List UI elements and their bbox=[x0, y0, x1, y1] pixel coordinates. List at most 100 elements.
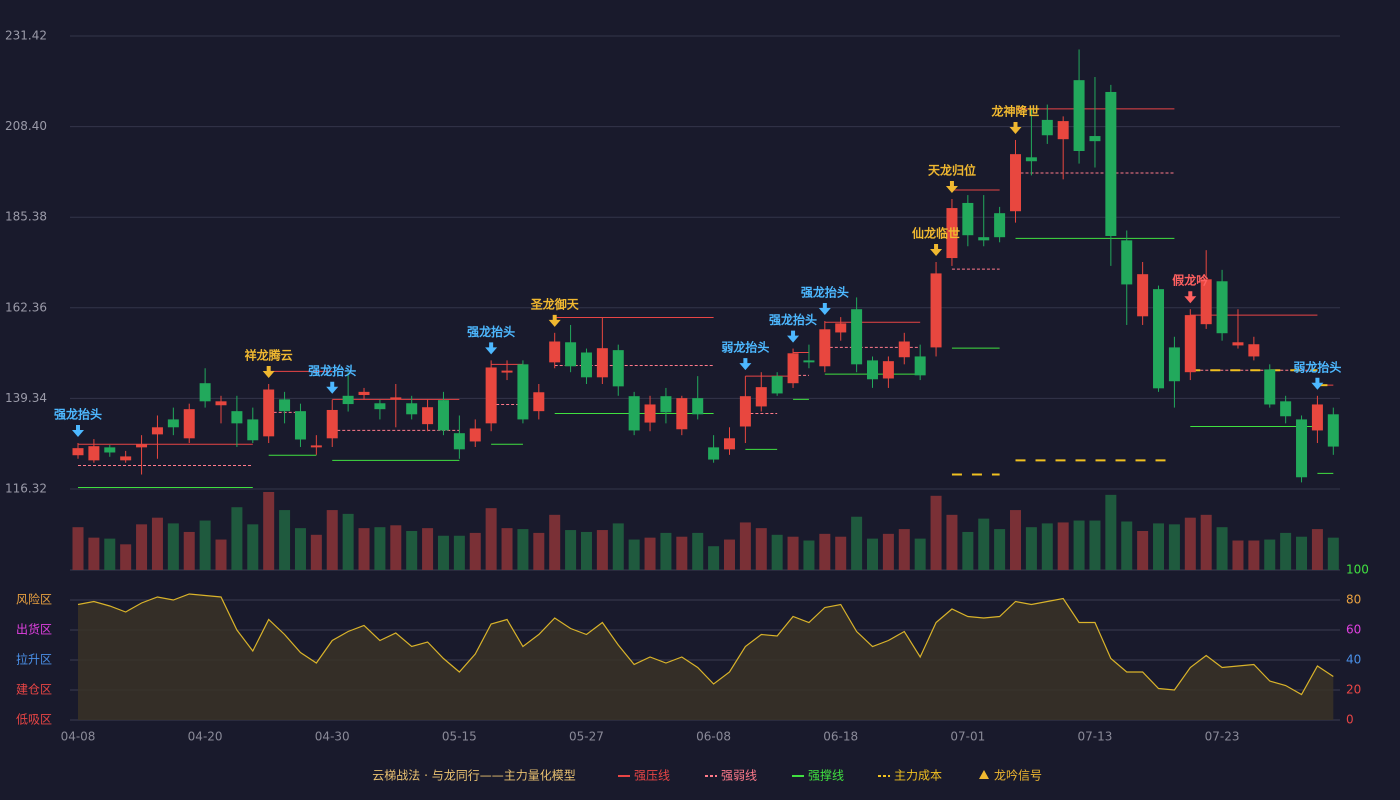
y2-tick-label: 40 bbox=[1346, 653, 1361, 667]
volume-bar bbox=[199, 520, 211, 570]
candle-body bbox=[835, 323, 847, 333]
volume-bar bbox=[580, 531, 592, 570]
volume-bar bbox=[422, 528, 434, 570]
x-tick-label: 07-01 bbox=[950, 730, 985, 744]
legend-label: 龙吟信号 bbox=[994, 768, 1042, 783]
candle-body bbox=[1296, 419, 1308, 478]
volume-bar bbox=[1153, 523, 1165, 570]
signal-arrow bbox=[818, 303, 831, 316]
volume-bar bbox=[1248, 540, 1260, 570]
candle-body bbox=[104, 447, 116, 453]
volume-bar bbox=[294, 528, 306, 570]
candle-body bbox=[437, 400, 449, 431]
legend-title: 云梯战法 · 与龙同行——主力量化模型 bbox=[372, 769, 575, 783]
y-tick-label: 162.36 bbox=[5, 300, 47, 314]
x-tick-label: 06-18 bbox=[823, 730, 858, 744]
candle-body bbox=[628, 396, 640, 431]
candle-body bbox=[708, 447, 720, 460]
signal-label: 龙神降世 bbox=[992, 103, 1040, 118]
volume-bar bbox=[946, 514, 958, 570]
candle-body bbox=[310, 445, 322, 448]
candle-body bbox=[676, 398, 688, 430]
candle-body bbox=[1121, 240, 1133, 285]
signal-arrow bbox=[326, 381, 339, 394]
candle-body bbox=[803, 360, 815, 363]
candle-body bbox=[215, 401, 227, 406]
volume-bar bbox=[771, 534, 783, 570]
volume-bar bbox=[453, 535, 465, 570]
signal-label: 强龙抬头 bbox=[54, 407, 102, 422]
x-tick-label: 04-20 bbox=[188, 730, 223, 744]
volume-bar bbox=[136, 524, 148, 570]
signal-label: 圣龙御天 bbox=[530, 296, 580, 311]
candle-body bbox=[1010, 154, 1022, 212]
signal-label: 弱龙抬头 bbox=[721, 340, 769, 355]
y-tick-label: 208.40 bbox=[5, 119, 47, 133]
candle-body bbox=[294, 411, 306, 440]
candle-body bbox=[247, 419, 259, 441]
volume-bar bbox=[914, 538, 926, 570]
candle-body bbox=[1184, 315, 1196, 373]
candle-body bbox=[1105, 91, 1117, 237]
y-tick-label: 116.32 bbox=[5, 482, 47, 496]
signal-arrow bbox=[930, 243, 943, 256]
volume-bar bbox=[183, 531, 195, 570]
candle-body bbox=[580, 352, 592, 378]
volume-bar bbox=[692, 532, 704, 570]
volume-bar bbox=[120, 544, 132, 570]
candle-body bbox=[453, 433, 465, 450]
volume-bar bbox=[167, 523, 179, 570]
candle-body bbox=[660, 396, 672, 413]
volume-bar bbox=[660, 532, 672, 570]
signal-arrow bbox=[548, 314, 561, 327]
volume-bar bbox=[612, 523, 624, 570]
candle-body bbox=[151, 427, 163, 435]
y2-tick-label: 100 bbox=[1346, 563, 1369, 577]
candle-body bbox=[819, 329, 831, 367]
candle-body bbox=[374, 403, 386, 410]
signal-label: 弱龙抬头 bbox=[1293, 359, 1341, 374]
candle-body bbox=[1041, 119, 1053, 136]
volume-bar bbox=[1232, 540, 1244, 570]
x-tick-label: 05-15 bbox=[442, 730, 477, 744]
legend-label: 强压线 bbox=[634, 769, 670, 783]
y-tick-label: 185.38 bbox=[5, 210, 47, 224]
indicator-area bbox=[78, 594, 1334, 720]
x-tick-label: 07-13 bbox=[1078, 730, 1113, 744]
y2-tick-label: 20 bbox=[1346, 683, 1361, 697]
candle-body bbox=[1073, 80, 1085, 152]
candle-body bbox=[692, 398, 704, 415]
candle-body bbox=[962, 202, 974, 236]
volume-bar bbox=[1200, 514, 1212, 570]
candle-body bbox=[136, 444, 148, 448]
signal-label: 强龙抬头 bbox=[308, 363, 356, 378]
candle-body bbox=[358, 391, 370, 396]
candle-body bbox=[72, 448, 84, 456]
volume-bar bbox=[803, 540, 815, 570]
candle-body bbox=[723, 438, 735, 450]
volume-bar bbox=[819, 533, 831, 570]
zone-label: 建仓区 bbox=[16, 683, 52, 697]
candle-body bbox=[183, 409, 195, 439]
volume-bar bbox=[1296, 536, 1308, 570]
signal-arrow bbox=[262, 365, 275, 378]
candle-body bbox=[946, 208, 958, 259]
zone-label: 出货区 bbox=[16, 622, 52, 637]
volume-bar bbox=[501, 528, 513, 570]
candle-body bbox=[914, 356, 926, 376]
candle-body bbox=[120, 456, 132, 461]
volume-bar bbox=[72, 527, 84, 570]
candle-body bbox=[469, 428, 481, 442]
signal-label: 天龙归位 bbox=[928, 163, 976, 178]
volume-bar bbox=[517, 529, 529, 570]
signal-label: 强龙抬头 bbox=[769, 312, 817, 327]
candle-body bbox=[1327, 414, 1339, 447]
volume-bar bbox=[1137, 531, 1149, 570]
x-tick-label: 07-23 bbox=[1205, 730, 1240, 744]
volume-bar bbox=[437, 535, 449, 570]
signal-arrow bbox=[1311, 377, 1324, 390]
candle-body bbox=[1200, 279, 1212, 325]
volume-bar bbox=[215, 539, 227, 570]
candle-body bbox=[787, 353, 799, 384]
candle-body bbox=[1025, 157, 1037, 162]
